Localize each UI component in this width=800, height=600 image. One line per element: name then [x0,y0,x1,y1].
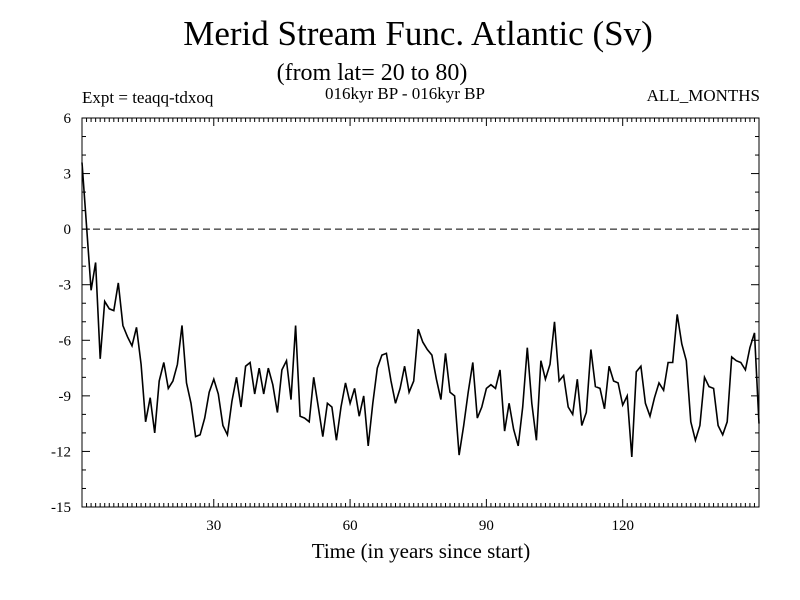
experiment-label: Expt = teaqq-tdxoq [82,88,214,107]
months-label: ALL_MONTHS [646,86,760,105]
y-tick-label: 3 [64,167,72,183]
y-tick-label: -3 [59,278,72,294]
data-marks-group [81,162,760,458]
x-tick-label: 120 [611,518,634,534]
x-tick-label: 90 [479,518,494,534]
axes-group [81,117,760,508]
y-tick-label: -15 [51,500,71,516]
x-tick-label: 60 [343,518,358,534]
y-tick-label: -6 [59,333,72,349]
chart-subtitle: (from lat= 20 to 80) [276,60,468,86]
x-tick-label: 30 [206,518,221,534]
y-tick-label: 0 [64,222,72,238]
y-tick-label: 6 [64,111,72,127]
ticks-group [81,117,760,508]
series-line [81,162,760,458]
y-tick-label: -12 [51,444,71,460]
x-axis-label: Time (in years since start) [312,539,531,563]
period-label: 016kyr BP - 016kyr BP [325,84,485,103]
plot-frame [81,117,760,508]
y-tick-label: -9 [59,389,72,405]
chart-title: Merid Stream Func. Atlantic (Sv) [183,14,653,53]
